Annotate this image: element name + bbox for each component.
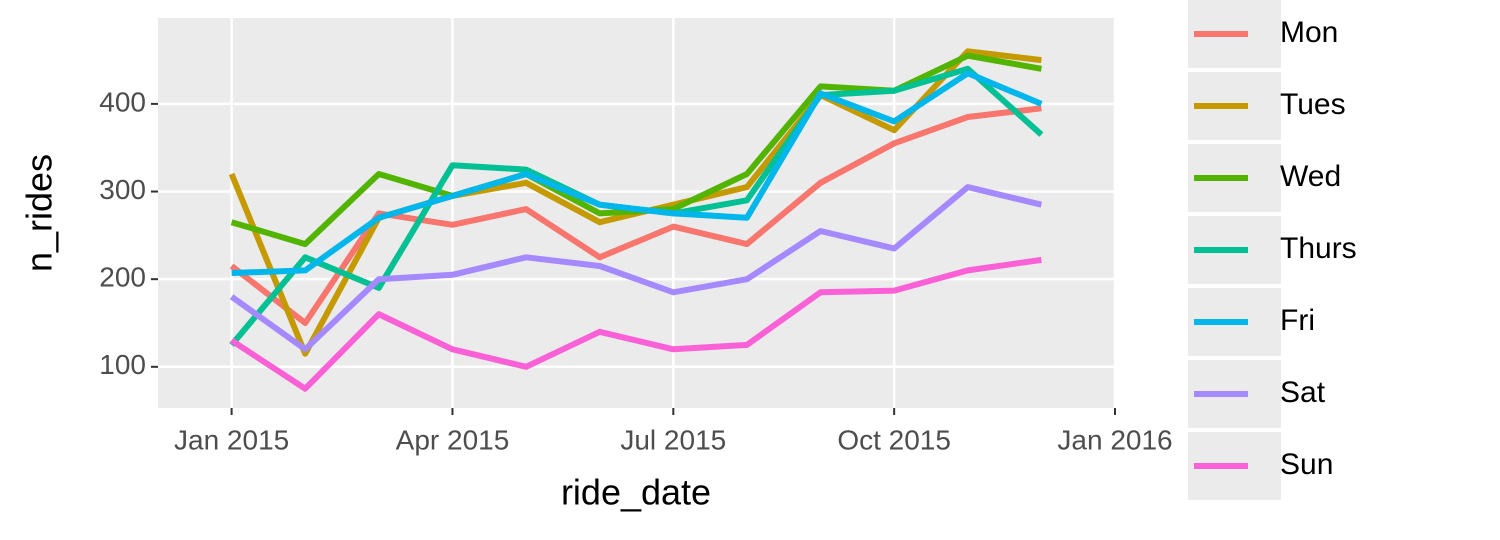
legend-label: Thurs [1280,232,1357,265]
legend-label: Fri [1280,304,1315,337]
legend-label: Wed [1280,160,1341,193]
x-tick-label: Jul 2015 [620,424,726,455]
x-tick-label: Oct 2015 [837,424,951,455]
series-line [229,256,1042,392]
legend-label: Mon [1280,16,1338,49]
y-tick-label: 400 [99,86,146,117]
legend-label: Sun [1280,448,1333,481]
legend-label: Sat [1280,376,1326,409]
y-tick-label: 200 [99,262,146,293]
y-axis-title: n_rides [19,154,60,272]
x-tick-label: Jan 2016 [1057,424,1172,455]
y-tick-label: 300 [99,174,146,205]
legend-label: Tues [1280,88,1346,121]
x-tick-label: Jan 2015 [174,424,289,455]
x-axis-title: ride_date [561,472,711,513]
series-line [229,105,1042,326]
x-tick-label: Apr 2015 [396,424,510,455]
series-line [231,70,1043,276]
y-tick-label: 100 [99,349,146,380]
series-line [229,184,1043,353]
